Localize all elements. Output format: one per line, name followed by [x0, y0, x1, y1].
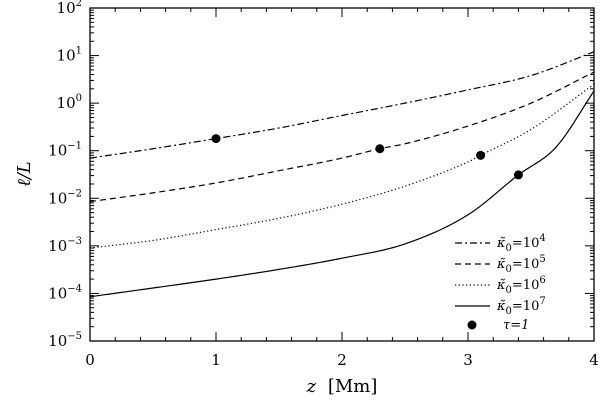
- legend-label-4: κ̃0=107: [496, 296, 546, 317]
- y-tick-label: 10−3: [48, 236, 82, 255]
- y-tick-base: 10: [48, 284, 67, 302]
- x-axis-symbol: z: [306, 376, 317, 397]
- y-tick-base: 10: [57, 0, 76, 17]
- series-line-1: [89, 51, 595, 159]
- x-axis-title: z [Mm]: [306, 376, 378, 397]
- markers-layer: [211, 134, 523, 180]
- y-tick-base: 10: [48, 142, 67, 160]
- legend-label-1: κ̃0=104: [496, 233, 546, 254]
- legend-exponent: 4: [539, 233, 545, 244]
- x-axis-unit: [Mm]: [328, 376, 378, 397]
- series-line-2: [89, 71, 595, 203]
- y-tick-exponent: −1: [67, 141, 82, 152]
- legend-exponent: 7: [539, 296, 545, 307]
- y-tick-exponent: 2: [76, 0, 82, 9]
- x-tick-label: 4: [589, 351, 599, 369]
- legend-exponent: 5: [539, 254, 545, 265]
- legend-equals: =10: [512, 299, 539, 314]
- y-tick-exponent: −3: [67, 236, 82, 247]
- y-tick-base: 10: [57, 47, 76, 65]
- y-tick-base: 10: [57, 94, 76, 112]
- y-tick-label: 10−5: [48, 331, 82, 350]
- y-tick-label: 101: [57, 46, 82, 65]
- legend-subscript: 0: [506, 264, 512, 275]
- x-tick-label: 0: [85, 351, 95, 369]
- legend-label-3: κ̃0=106: [496, 275, 546, 296]
- legend-symbol: κ̃: [496, 236, 506, 251]
- legend-symbol: κ̃: [496, 257, 506, 272]
- tau-marker-1: [211, 134, 221, 144]
- legend-equals: =10: [512, 278, 539, 293]
- y-tick-base: 10: [48, 189, 67, 207]
- x-tick-label: 1: [211, 351, 221, 369]
- legend-marker-label: τ=1: [503, 318, 529, 333]
- legend-subscript: 0: [506, 306, 512, 317]
- y-tick-label: 102: [57, 0, 82, 17]
- legend-label-2: κ̃0=105: [496, 254, 546, 275]
- tau-marker-4: [513, 170, 523, 180]
- legend-exponent: 6: [539, 275, 545, 286]
- legend-equals: =10: [512, 236, 539, 251]
- y-tick-label: 100: [57, 93, 82, 112]
- y-tick-exponent: −5: [67, 331, 82, 342]
- y-tick-base: 10: [48, 332, 67, 350]
- y-tick-exponent: 1: [76, 46, 82, 57]
- y-axis-title: ℓ/L: [14, 161, 35, 187]
- tau-marker-2: [375, 144, 385, 154]
- x-tick-label: 2: [337, 351, 347, 369]
- y-tick-base: 10: [48, 237, 67, 255]
- legend-subscript: 0: [506, 285, 512, 296]
- series-line-3: [89, 83, 595, 249]
- legend-marker: [467, 320, 477, 330]
- y-tick-label: 10−1: [48, 141, 82, 160]
- y-tick-exponent: 0: [76, 93, 82, 104]
- y-tick-exponent: −4: [67, 283, 82, 294]
- y-tick-label: 10−4: [48, 283, 82, 302]
- x-tick-label: 3: [463, 351, 473, 369]
- series-line-4: [89, 90, 595, 298]
- legend-subscript: 0: [506, 243, 512, 254]
- legend-symbol: κ̃: [496, 278, 506, 293]
- series-layer: [89, 51, 595, 298]
- y-tick-exponent: −2: [67, 188, 82, 199]
- tau-marker-3: [476, 150, 486, 160]
- legend-symbol: κ̃: [496, 299, 506, 314]
- legend-equals: =10: [512, 257, 539, 272]
- y-tick-label: 10−2: [48, 188, 82, 207]
